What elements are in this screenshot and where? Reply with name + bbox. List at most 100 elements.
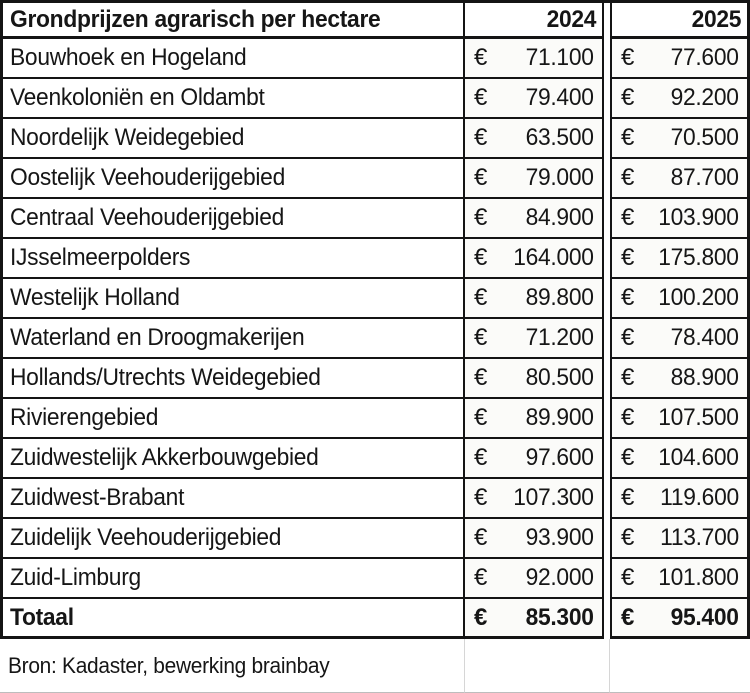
region-name: Hollands/Utrechts Weidegebied — [10, 364, 321, 391]
region-name: Bouwhoek en Hogeland — [10, 44, 247, 71]
region-name: Waterland en Droogmakerijen — [10, 324, 305, 351]
region-name: Oostelijk Veehouderijgebied — [10, 164, 285, 191]
column-spacer — [604, 559, 610, 599]
region-name-cell[interactable]: IJsselmeerpolders — [0, 239, 465, 279]
region-name-cell[interactable]: Zuidwestelijk Akkerbouwgebied — [0, 439, 465, 479]
region-name-cell[interactable]: Zuidwest-Brabant — [0, 479, 465, 519]
value-amount: 89.800 — [525, 284, 594, 311]
value-amount: 97.600 — [525, 444, 594, 471]
value-2024-cell[interactable]: €80.500 — [465, 359, 604, 399]
currency-symbol: € — [474, 244, 488, 271]
column-spacer — [604, 519, 610, 559]
value-amount: 71.100 — [525, 44, 594, 71]
currency-symbol: € — [621, 404, 635, 431]
region-name-cell[interactable]: Waterland en Droogmakerijen — [0, 319, 465, 359]
value-2024-cell[interactable]: €71.200 — [465, 319, 604, 359]
total-2025-cell[interactable]: €95.400 — [610, 599, 750, 639]
currency-symbol: € — [474, 364, 488, 391]
value-2025-cell[interactable]: €107.500 — [610, 399, 750, 439]
total-amount: 85.300 — [525, 603, 594, 631]
currency-symbol: € — [474, 444, 488, 471]
value-amount: 88.900 — [670, 364, 739, 391]
value-2025-cell[interactable]: €78.400 — [610, 319, 750, 359]
value-2024-cell[interactable]: €164.000 — [465, 239, 604, 279]
value-amount: 77.600 — [670, 44, 739, 71]
currency-symbol: € — [474, 564, 488, 591]
value-2024-cell[interactable]: €84.900 — [465, 199, 604, 239]
total-amount: 95.400 — [670, 603, 739, 631]
value-amount: 101.800 — [658, 564, 740, 591]
value-2025-cell[interactable]: €92.200 — [610, 79, 750, 119]
currency-symbol: € — [474, 524, 488, 551]
currency-symbol: € — [474, 404, 488, 431]
value-2025-cell[interactable]: €113.700 — [610, 519, 750, 559]
value-amount: 113.700 — [660, 524, 739, 551]
region-name-cell[interactable]: Zuidelijk Veehouderijgebied — [0, 519, 465, 559]
value-2024-cell[interactable]: €89.900 — [465, 399, 604, 439]
value-2025-cell[interactable]: €103.900 — [610, 199, 750, 239]
currency-symbol: € — [621, 284, 635, 311]
value-2025-cell[interactable]: €101.800 — [610, 559, 750, 599]
column-spacer — [604, 319, 610, 359]
value-2025-cell[interactable]: €175.800 — [610, 239, 750, 279]
region-name-cell[interactable]: Veenkoloniën en Oldambt — [0, 79, 465, 119]
empty-cell[interactable] — [465, 639, 604, 693]
value-2024-cell[interactable]: €79.000 — [465, 159, 604, 199]
column-spacer — [604, 79, 610, 119]
value-2024-cell[interactable]: €63.500 — [465, 119, 604, 159]
value-amount: 119.600 — [660, 484, 739, 511]
total-2024-cell[interactable]: €85.300 — [465, 599, 604, 639]
region-name-cell[interactable]: Westelijk Holland — [0, 279, 465, 319]
region-name-cell[interactable]: Noordelijk Weidegebied — [0, 119, 465, 159]
value-2025-cell[interactable]: €87.700 — [610, 159, 750, 199]
value-2025-cell[interactable]: €77.600 — [610, 39, 750, 79]
region-name-cell[interactable]: Bouwhoek en Hogeland — [0, 39, 465, 79]
value-amount: 92.000 — [525, 564, 594, 591]
currency-symbol: € — [474, 603, 488, 631]
value-amount: 78.400 — [670, 324, 739, 351]
currency-symbol: € — [621, 364, 635, 391]
column-spacer — [604, 119, 610, 159]
total-label-cell[interactable]: Totaal — [0, 599, 465, 639]
header-2024-cell[interactable]: 2024 — [465, 0, 604, 39]
value-amount: 87.700 — [670, 164, 739, 191]
value-2025-cell[interactable]: €88.900 — [610, 359, 750, 399]
region-name-cell[interactable]: Rivierengebied — [0, 399, 465, 439]
value-amount: 71.200 — [525, 324, 594, 351]
column-spacer — [604, 439, 610, 479]
empty-cell[interactable] — [610, 639, 750, 693]
value-amount: 107.300 — [513, 484, 595, 511]
currency-symbol: € — [474, 484, 488, 511]
column-spacer — [604, 199, 610, 239]
source-note-cell[interactable]: Bron: Kadaster, bewerking brainbay — [0, 639, 465, 693]
value-2024-cell[interactable]: €92.000 — [465, 559, 604, 599]
value-2024-cell[interactable]: €89.800 — [465, 279, 604, 319]
value-2024-cell[interactable]: €93.900 — [465, 519, 604, 559]
value-2024-cell[interactable]: €71.100 — [465, 39, 604, 79]
value-2024-cell[interactable]: €79.400 — [465, 79, 604, 119]
value-2024-cell[interactable]: €107.300 — [465, 479, 604, 519]
column-spacer — [604, 359, 610, 399]
currency-symbol: € — [621, 324, 635, 351]
region-name-cell[interactable]: Hollands/Utrechts Weidegebied — [0, 359, 465, 399]
value-amount: 93.900 — [525, 524, 594, 551]
column-spacer — [604, 239, 610, 279]
value-2025-cell[interactable]: €100.200 — [610, 279, 750, 319]
value-2025-cell[interactable]: €119.600 — [610, 479, 750, 519]
value-amount: 92.200 — [670, 84, 739, 111]
value-amount: 100.200 — [658, 284, 740, 311]
region-name: Zuidelijk Veehouderijgebied — [10, 524, 282, 551]
value-2024-cell[interactable]: €97.600 — [465, 439, 604, 479]
header-title-cell[interactable]: Grondprijzen agrarisch per hectare — [0, 0, 465, 39]
currency-symbol: € — [621, 524, 635, 551]
region-name-cell[interactable]: Oostelijk Veehouderijgebied — [0, 159, 465, 199]
region-name-cell[interactable]: Centraal Veehouderijgebied — [0, 199, 465, 239]
currency-symbol: € — [621, 484, 635, 511]
value-2025-cell[interactable]: €70.500 — [610, 119, 750, 159]
value-2025-cell[interactable]: €104.600 — [610, 439, 750, 479]
currency-symbol: € — [621, 603, 635, 631]
total-label: Totaal — [10, 603, 74, 631]
currency-symbol: € — [621, 124, 635, 151]
region-name-cell[interactable]: Zuid-Limburg — [0, 559, 465, 599]
header-2025-cell[interactable]: 2025 — [610, 0, 750, 39]
